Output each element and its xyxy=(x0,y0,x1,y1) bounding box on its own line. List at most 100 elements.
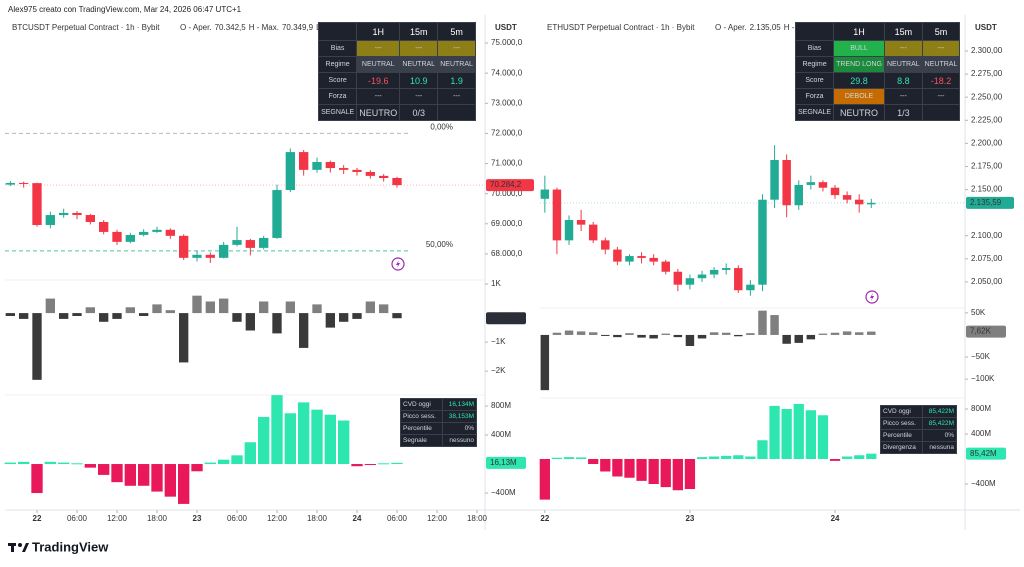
candle-body xyxy=(272,190,282,238)
table-row: Regime NEUTRAL NEUTRAL NEUTRAL xyxy=(317,56,476,73)
signal-row: SEGNALE NEUTRO 0/3 xyxy=(317,104,476,121)
cvd-bar xyxy=(866,453,877,459)
candle-body xyxy=(734,268,743,291)
candle-body xyxy=(72,212,82,216)
last-value-label: 7,62K xyxy=(970,327,992,336)
candle-body xyxy=(312,162,322,170)
x-tick-label: 24 xyxy=(353,514,362,523)
last-price-label: 70.284,2 xyxy=(490,180,522,189)
y-tick-label: 400M xyxy=(971,429,991,438)
candle-body xyxy=(830,187,840,196)
y-tick-label: −400M xyxy=(491,488,516,497)
volume-bar xyxy=(179,313,189,363)
row-value: 85,422M xyxy=(922,417,957,430)
volume-bar xyxy=(746,333,755,335)
cvd-bar xyxy=(31,464,43,494)
candle-body xyxy=(758,199,767,285)
x-tick-label: 22 xyxy=(540,514,549,523)
ohlc-legend: 70.349,9 xyxy=(282,23,314,32)
row-label: CVD oggi xyxy=(399,398,444,411)
row-label: Forza xyxy=(794,88,835,105)
row-label: CVD oggi xyxy=(879,405,924,418)
x-tick-label: 12:00 xyxy=(107,514,128,523)
candle-body xyxy=(746,284,755,291)
signal-count: 0/3 xyxy=(399,104,439,121)
y-tick-label: 2.200,00 xyxy=(971,138,1003,147)
table-row: Percentile 0% xyxy=(399,422,477,435)
row-label: Forza xyxy=(317,88,358,105)
table-cell: NEUTRAL xyxy=(921,56,961,73)
signal-table: 1H 15m 5m Bias --- --- --- Regime NEUTRAL NEUTRAL… xyxy=(317,22,476,121)
volume-bar xyxy=(352,313,362,319)
x-tick-label: 12:00 xyxy=(427,514,448,523)
cvd-bar xyxy=(378,463,390,465)
table-row: Segnale nessuno xyxy=(399,434,477,447)
fib-label: 0,00% xyxy=(430,123,453,132)
volume-bar xyxy=(165,310,175,314)
volume-bar xyxy=(782,334,791,344)
cvd-bar xyxy=(84,464,96,468)
candle-body xyxy=(299,152,309,170)
volume-bar xyxy=(867,331,876,335)
cvd-bar xyxy=(575,457,587,459)
volume-bar xyxy=(540,334,550,391)
candle-body xyxy=(99,221,109,232)
cvd-bar xyxy=(338,420,350,465)
table-cell: NEUTRAL xyxy=(399,56,439,73)
signal-count: 1/3 xyxy=(883,104,923,121)
table-cell: --- xyxy=(356,40,401,57)
candle-body xyxy=(661,261,670,272)
volume-bar xyxy=(794,334,803,343)
y-tick-label: 1K xyxy=(491,279,501,288)
candle-body xyxy=(232,240,242,245)
x-tick-label: 06:00 xyxy=(227,514,248,523)
cvd-bar xyxy=(588,459,599,464)
table-cell: NEUTRAL xyxy=(356,56,401,73)
candle-body xyxy=(576,220,586,225)
column-header: 1H xyxy=(833,22,885,41)
y-tick-label: 800M xyxy=(491,401,511,410)
volume-bar xyxy=(830,332,840,335)
row-value: 0% xyxy=(442,422,477,435)
candle-body xyxy=(709,269,719,275)
signal-value: NEUTRO xyxy=(833,104,885,121)
candle-body xyxy=(770,160,779,200)
candle-body xyxy=(165,229,175,236)
volume-bar xyxy=(697,334,707,339)
cvd-bar xyxy=(351,464,363,467)
row-value: nessuna xyxy=(922,441,957,454)
table-cell: NEUTRAL xyxy=(883,56,923,73)
volume-bar xyxy=(709,332,719,335)
x-tick-label: 06:00 xyxy=(67,514,88,523)
cvd-bar xyxy=(817,415,829,459)
y-tick-label: 400M xyxy=(491,430,511,439)
alert-icon xyxy=(870,293,874,301)
y-tick-label: 2.075,00 xyxy=(971,254,1003,263)
cvd-bar xyxy=(124,464,136,486)
volume-bar xyxy=(325,313,335,328)
row-value: nessuno xyxy=(442,434,477,447)
cvd-bar xyxy=(708,456,720,459)
cvd-bar xyxy=(298,402,310,465)
candle-body xyxy=(552,189,562,241)
cvd-bar xyxy=(696,457,708,459)
candle-body xyxy=(721,268,731,270)
last-price-tag xyxy=(486,179,534,192)
y-tick-label: 71.000,0 xyxy=(491,159,523,168)
row-label: Percentile xyxy=(399,422,444,435)
table-cell: -19.6 xyxy=(356,72,401,89)
volume-bar xyxy=(392,313,402,319)
candle-body xyxy=(588,224,598,241)
cvd-bar xyxy=(757,440,768,459)
volume-bar xyxy=(232,313,242,322)
candle-body xyxy=(32,183,42,225)
volume-bar xyxy=(245,313,255,331)
cvd-bar xyxy=(218,459,230,465)
x-tick-label: 18:00 xyxy=(307,514,328,523)
cvd-bar xyxy=(563,457,575,459)
volume-bar xyxy=(365,301,375,314)
cvd-bar xyxy=(672,459,683,491)
candle-body xyxy=(782,160,791,206)
volume-bar xyxy=(613,334,622,338)
